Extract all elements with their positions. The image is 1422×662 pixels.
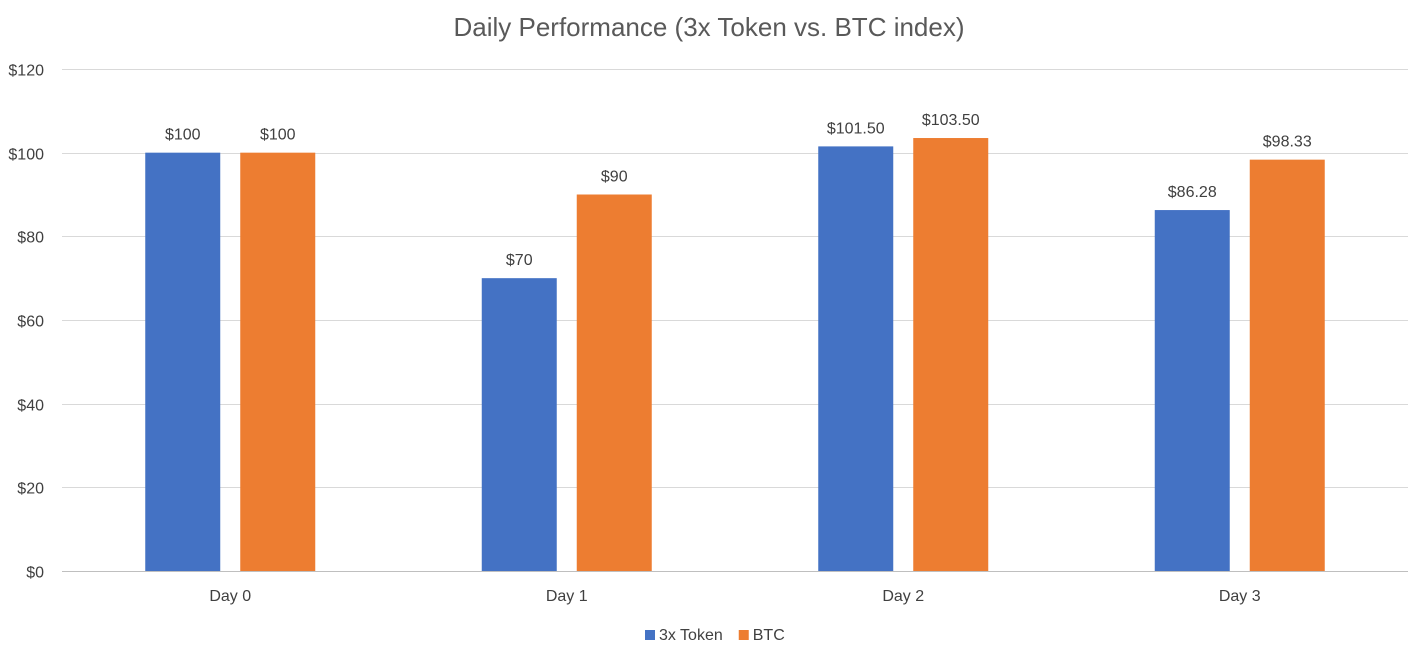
data-label: $100 [260,127,296,144]
bar-3x-token-day-0 [145,152,221,571]
bar-btc-day-2 [913,138,989,571]
y-tick-label: $120 [8,63,44,80]
data-label: $100 [165,127,201,144]
bar-btc-day-0 [240,152,316,571]
bar-3x-token-day-1 [481,278,557,571]
x-tick-label: Day 2 [882,588,924,605]
y-tick-label: $60 [17,314,44,331]
bar-btc-day-3 [1249,159,1325,571]
y-tick-label: $100 [8,147,44,164]
chart-title: Daily Performance (3x Token vs. BTC inde… [453,12,964,42]
legend: 3x Token BTC [645,627,785,644]
y-tick-label: $20 [17,481,44,498]
data-label: $90 [601,169,628,186]
bar-btc-day-1 [576,194,652,571]
legend-label: 3x Token [659,627,723,644]
y-tick-label: $0 [26,565,44,582]
x-tick-label: Day 0 [209,588,251,605]
data-labels: $100 $100 $70 $90 $101.50 $103.50 $86.28 $98.33 [165,112,1312,269]
data-label: $101.50 [827,120,885,137]
y-tick-label: $80 [17,230,44,247]
bar-3x-token-day-3 [1154,210,1230,571]
data-label: $103.50 [922,112,980,129]
data-label: $70 [506,252,533,269]
bar-3x-token-day-2 [818,146,894,571]
legend-swatch [738,630,749,640]
y-axis: $0 $20 $40 $60 $80 $100 $120 [8,63,44,582]
x-axis: Day 0 Day 1 Day 2 Day 3 [209,588,1260,605]
legend-swatch [645,630,655,640]
legend-label: BTC [753,627,785,644]
x-tick-label: Day 3 [1219,588,1261,605]
data-label: $86.28 [1168,184,1217,201]
data-label: $98.33 [1263,134,1312,151]
y-tick-label: $40 [17,398,44,415]
bars [145,138,1325,571]
x-tick-label: Day 1 [546,588,588,605]
